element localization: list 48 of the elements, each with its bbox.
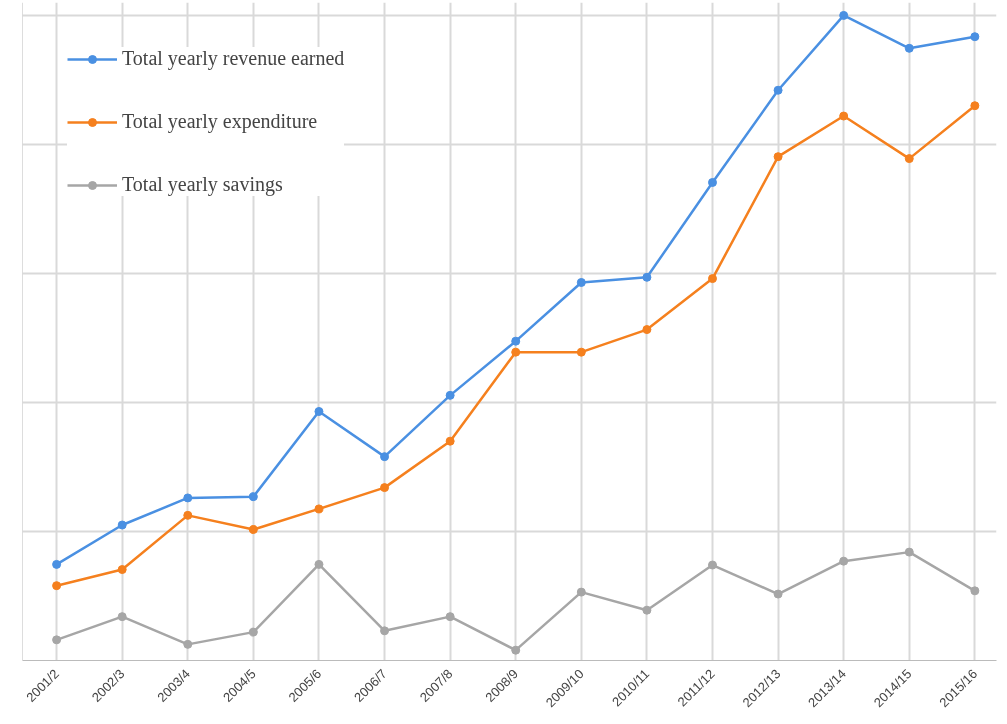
point — [576, 277, 586, 287]
point — [445, 390, 455, 400]
point — [511, 347, 521, 357]
point — [839, 111, 849, 121]
point — [970, 32, 980, 42]
point — [380, 483, 390, 493]
point — [904, 547, 914, 557]
legend-label: Total yearly savings — [122, 173, 283, 196]
point — [773, 589, 783, 599]
point — [183, 510, 193, 520]
point — [183, 639, 193, 649]
point — [708, 560, 717, 570]
point — [117, 565, 127, 575]
point — [904, 154, 914, 164]
point — [117, 612, 127, 622]
point — [708, 274, 717, 284]
point — [380, 626, 390, 636]
point — [773, 85, 783, 95]
point — [511, 336, 521, 346]
point — [183, 493, 193, 503]
point — [380, 452, 390, 462]
point — [248, 627, 258, 637]
point — [314, 559, 324, 569]
legend-label: Total yearly expenditure — [122, 110, 318, 133]
point — [511, 645, 521, 655]
legend-label: Total yearly revenue earned — [122, 47, 345, 70]
point — [642, 325, 652, 335]
point — [642, 605, 652, 615]
point — [445, 436, 455, 446]
point — [839, 10, 849, 20]
point — [52, 635, 62, 645]
point — [576, 347, 586, 357]
point — [52, 581, 62, 591]
point — [117, 520, 127, 530]
point — [314, 504, 324, 514]
point — [708, 177, 717, 187]
point — [248, 525, 258, 535]
point — [970, 101, 980, 111]
point — [445, 612, 455, 622]
point — [248, 492, 258, 502]
point — [904, 43, 914, 53]
point — [773, 152, 783, 162]
point — [576, 587, 586, 597]
point — [314, 407, 324, 416]
point — [970, 586, 980, 596]
point — [642, 272, 652, 282]
point — [52, 559, 62, 569]
point — [839, 556, 849, 566]
